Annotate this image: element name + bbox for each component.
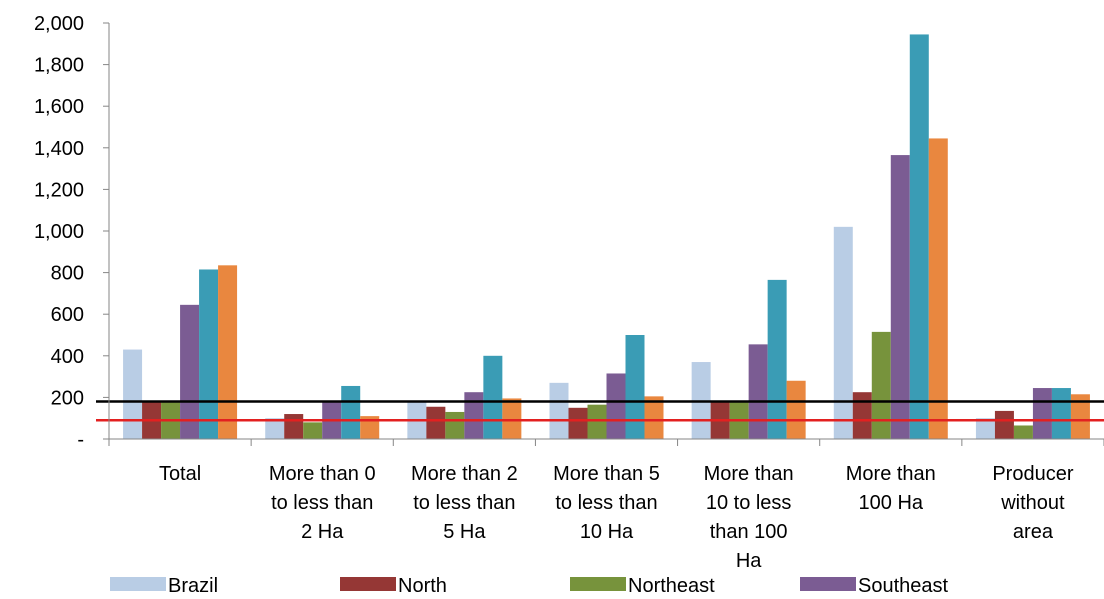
bar-southeast (890, 155, 910, 439)
bar-northeast (587, 404, 607, 439)
x-axis-ticks (108, 439, 1104, 446)
legend: Brazil North Northeast Southeast (110, 575, 949, 597)
legend-label: North (398, 575, 447, 597)
reference-lines (96, 400, 1104, 422)
x-category-label-line: Total (159, 463, 201, 485)
bar-series-5 (1051, 388, 1071, 439)
x-category-label-line: 10 Ha (580, 521, 634, 543)
bar-series-group (123, 34, 1090, 439)
x-category-label: More than 5 to less than 10 Ha (553, 463, 660, 543)
legend-swatch (110, 577, 166, 591)
legend-label: Northeast (628, 575, 715, 597)
x-category-label-line: to less than (555, 492, 657, 514)
bar-southeast (748, 344, 768, 439)
x-category-label-line: More than (704, 463, 794, 485)
bar-series-5 (199, 269, 219, 439)
bar-series-6 (1070, 394, 1090, 439)
x-category-label-line: More than 2 (411, 463, 518, 485)
bar-series-6 (218, 265, 238, 439)
bar-series-5 (767, 279, 787, 439)
bar-series-6 (644, 396, 664, 439)
x-category-label: More than 10 to less than 100 Ha (704, 463, 794, 572)
x-category-label-line: 2 Ha (301, 521, 344, 543)
y-tick-label: 600 (51, 304, 84, 326)
bar-north (284, 414, 304, 439)
bar-series-6 (786, 380, 806, 439)
bar-brazil (549, 382, 569, 439)
y-tick-label: - (77, 429, 84, 451)
x-category-label-line: 10 to less (706, 492, 792, 514)
legend-swatch (340, 577, 396, 591)
bar-north (994, 410, 1014, 439)
bar-series-6 (502, 398, 522, 439)
x-category-label-line: to less than (271, 492, 373, 514)
x-category-label: Producer without area (992, 463, 1073, 543)
bar-series-6 (360, 416, 380, 439)
bar-series-6 (928, 138, 948, 439)
x-category-label: More than 0 to less than 2 Ha (269, 463, 376, 543)
y-tick-label: 1,400 (34, 138, 84, 160)
x-category-label-line: to less than (413, 492, 515, 514)
x-category-label-line: More than (846, 463, 936, 485)
bar-northeast (445, 411, 465, 439)
x-category-label: More than 100 Ha (846, 463, 936, 514)
bar-series-5 (483, 355, 503, 439)
bar-brazil (123, 349, 143, 439)
y-tick-label: 400 (51, 346, 84, 368)
y-tick-label: 2,000 (34, 13, 84, 35)
y-tick-label: 200 (51, 387, 84, 409)
y-axis-tick-labels: - 200 400 600 800 1,000 1,200 1,400 1,600 1,800 2,… (34, 13, 109, 451)
bar-southeast (464, 392, 484, 439)
bar-series-5 (341, 385, 361, 439)
x-category-label-line: 5 Ha (443, 521, 486, 543)
bar-north (852, 392, 872, 439)
x-category-label-line: More than 0 (269, 463, 376, 485)
x-category-label-line: area (1013, 521, 1054, 543)
bar-north (568, 407, 588, 439)
y-tick-label: 1,600 (34, 96, 84, 118)
bar-series-5 (625, 335, 645, 439)
x-category-label-line: Producer (992, 463, 1073, 485)
x-category-label-line: More than 5 (553, 463, 660, 485)
y-tick-label: 1,200 (34, 179, 84, 201)
bar-southeast (606, 373, 626, 439)
bar-brazil (265, 418, 285, 439)
bar-southeast (180, 304, 200, 439)
bar-northeast (303, 422, 323, 439)
legend-swatch (800, 577, 856, 591)
bar-brazil (975, 418, 995, 439)
x-category-label-line: Ha (736, 550, 762, 572)
x-category-label: More than 2 to less than 5 Ha (411, 463, 518, 543)
x-category-label-line: 100 Ha (859, 492, 924, 514)
x-category-label-line: than 100 (710, 521, 788, 543)
y-tick-label: 1,800 (34, 55, 84, 77)
bar-southeast (1032, 388, 1052, 439)
bar-brazil (833, 226, 853, 439)
bar-northeast (1013, 425, 1033, 439)
x-category-label-line: without (1000, 492, 1065, 514)
legend-swatch (570, 577, 626, 591)
legend-label: Southeast (858, 575, 949, 597)
legend-label: Brazil (168, 575, 218, 597)
bar-series-5 (909, 34, 929, 439)
y-tick-label: 1,000 (34, 221, 84, 243)
x-category-label: Total (159, 463, 201, 485)
bar-northeast (871, 331, 891, 439)
bar-north (426, 406, 446, 439)
y-tick-label: 800 (51, 263, 84, 285)
